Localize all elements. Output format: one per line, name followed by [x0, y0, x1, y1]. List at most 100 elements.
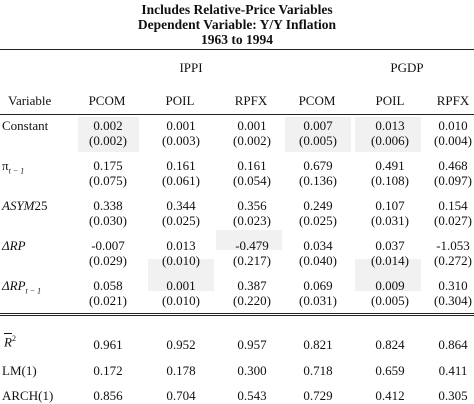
se-cell: (0.027): [434, 213, 472, 228]
coef-cell: 0.175: [93, 158, 123, 173]
coef-cell: -0.007: [91, 238, 125, 253]
se-cell: (0.031): [371, 213, 409, 228]
coef-cell: 0.007: [303, 118, 333, 133]
stat-cell: 0.824: [375, 337, 405, 352]
stat-cell: 0.821: [303, 337, 333, 352]
coef-cell: 0.161: [166, 158, 196, 173]
stat-label-arch1: ARCH(1): [2, 388, 54, 403]
se-cell: (0.054): [233, 173, 271, 188]
se-cell: (0.075): [89, 173, 127, 188]
shaded-cell: [78, 117, 139, 152]
coef-cell: 0.161: [237, 158, 267, 173]
se-cell: (0.021): [89, 293, 127, 308]
se-cell: (0.108): [371, 173, 409, 188]
stat-cell: 0.543: [237, 388, 267, 403]
table-title-line-3: 1963 to 1994: [201, 32, 273, 47]
coef-cell: 0.001: [166, 118, 196, 133]
stat-cell: 0.659: [375, 363, 405, 378]
se-cell: (0.023): [233, 213, 271, 228]
col-header-pgdp-poil: POIL: [375, 93, 405, 108]
se-cell: (0.010): [162, 253, 200, 268]
se-cell: (0.272): [434, 253, 472, 268]
se-cell: (0.010): [162, 293, 200, 308]
coef-cell: 0.034: [303, 238, 333, 253]
col-header-ippi-rpfx: RPFX: [234, 93, 268, 108]
se-cell: (0.220): [233, 293, 271, 308]
stat-cell: 0.957: [237, 337, 267, 352]
coef-cell: 0.013: [375, 118, 405, 133]
coef-cell: 0.058: [93, 278, 123, 293]
se-cell: (0.136): [299, 173, 337, 188]
stat-cell: 0.718: [303, 363, 333, 378]
table-title-line-1: Includes Relative-Price Variables: [141, 2, 333, 17]
group-header-pgdp: PGDP: [390, 60, 424, 75]
stat-label-r2: R2: [4, 334, 16, 350]
se-cell: (0.097): [434, 173, 472, 188]
se-cell: (0.014): [371, 253, 409, 268]
se-cell: (0.304): [434, 293, 472, 308]
stat-cell: 0.856: [93, 388, 123, 403]
stat-cell: 0.178: [166, 363, 196, 378]
stat-cell: 0.305: [438, 388, 468, 403]
stat-cell: 0.411: [438, 363, 468, 378]
se-cell: (0.006): [371, 133, 409, 148]
stat-label-lm1: LM(1): [2, 363, 37, 378]
coef-cell: 0.001: [166, 278, 196, 293]
se-cell: (0.003): [162, 133, 200, 148]
shaded-cell: [355, 259, 421, 291]
coef-cell: 0.468: [438, 158, 468, 173]
coef-cell: 0.249: [303, 198, 333, 213]
coef-cell: 0.679: [303, 158, 333, 173]
stat-cell: 0.864: [438, 337, 468, 352]
se-cell: (0.004): [434, 133, 472, 148]
stat-cell: 0.704: [166, 388, 196, 403]
col-header-ippi-pcom: PCOM: [88, 93, 126, 108]
coef-cell: 0.009: [375, 278, 405, 293]
coef-cell: 0.002: [93, 118, 123, 133]
coef-cell: 0.154: [438, 198, 468, 213]
se-cell: (0.061): [162, 173, 200, 188]
stat-cell: 0.172: [93, 363, 123, 378]
coef-cell: 0.491: [375, 158, 405, 173]
coef-cell: 0.344: [166, 198, 196, 213]
shaded-cell: [355, 117, 421, 152]
col-header-pgdp-pcom: PCOM: [298, 93, 336, 108]
row-label-delta-rp-lag: ΔRPt − 1: [2, 278, 42, 296]
stat-cell: 0.961: [93, 337, 123, 352]
coef-cell: 0.356: [237, 198, 267, 213]
coef-cell: 0.310: [438, 278, 468, 293]
coef-cell: 0.001: [237, 118, 267, 133]
row-label-asym25: ASYM25: [2, 198, 48, 213]
stat-cell: 0.729: [303, 388, 333, 403]
col-header-pgdp-rpfx: RPFX: [436, 93, 470, 108]
row-label-pi-lag: πt − 1: [2, 158, 25, 176]
coef-cell: 0.013: [166, 238, 196, 253]
coef-cell: 0.037: [375, 238, 405, 253]
se-cell: (0.005): [299, 133, 337, 148]
header-variable: Variable: [8, 93, 52, 108]
stat-cell: 0.952: [166, 337, 196, 352]
table-title-line-2: Dependent Variable: Y/Y Inflation: [137, 17, 337, 32]
row-label-constant: Constant: [2, 118, 49, 133]
shaded-cell: [285, 117, 351, 152]
se-cell: (0.031): [299, 293, 337, 308]
stat-cell: 0.300: [237, 363, 267, 378]
top-rule: [0, 49, 474, 50]
row-label-delta-rp: ΔRP: [2, 238, 26, 253]
se-cell: (0.005): [371, 293, 409, 308]
se-cell: (0.002): [233, 133, 271, 148]
shaded-cell: [216, 230, 282, 250]
header-rule: [0, 114, 474, 115]
coef-cell: 0.010: [438, 118, 468, 133]
stats-rule: [0, 313, 474, 316]
coef-cell: 0.069: [303, 278, 333, 293]
se-cell: (0.025): [162, 213, 200, 228]
se-cell: (0.040): [299, 253, 337, 268]
se-cell: (0.030): [89, 213, 127, 228]
coef-cell: 0.338: [93, 198, 123, 213]
shaded-cell: [148, 259, 214, 291]
coef-cell: 0.107: [375, 198, 405, 213]
coef-cell: -1.053: [436, 238, 470, 253]
se-cell: (0.025): [299, 213, 337, 228]
stat-cell: 0.412: [375, 388, 405, 403]
